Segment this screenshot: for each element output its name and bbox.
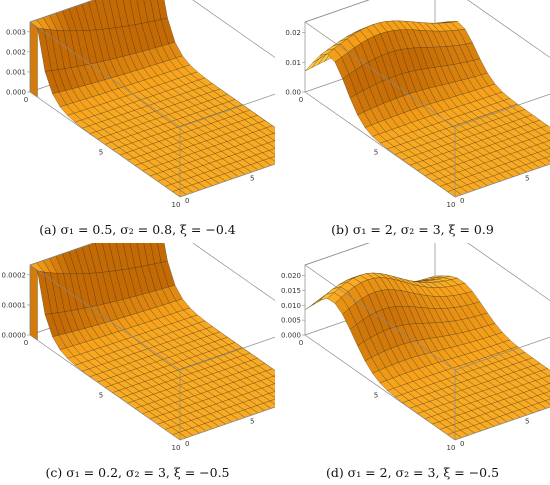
- box-front-top: [304, 0, 550, 128]
- x-tick-label: 5: [374, 392, 378, 400]
- z-tick-label: 0.0001: [2, 301, 27, 309]
- x-tick-label: 5: [99, 149, 103, 157]
- x-tick-label: 5: [99, 392, 103, 400]
- box-front-bottom: [29, 334, 275, 441]
- x-tick-label: 0: [24, 96, 28, 104]
- box-front-bottom: [29, 91, 275, 198]
- surface-mesh: [304, 20, 550, 198]
- caption-d: (d) σ₁ = 2, σ₂ = 3, ξ = −0.5: [325, 465, 500, 480]
- y-tick-label: 0: [185, 440, 189, 448]
- caption-b: (b) σ₁ = 2, σ₂ = 3, ξ = 0.9: [331, 222, 494, 237]
- box-front-bottom: [304, 334, 550, 441]
- x-tick-label: 10: [447, 201, 456, 209]
- surface-patch: [269, 399, 275, 405]
- y-tick-label: 0: [460, 197, 464, 205]
- z-tick-label: 0.00: [285, 89, 301, 97]
- z-tick-label: 0.01: [285, 59, 301, 67]
- y-tick-label: 5: [250, 418, 254, 426]
- caption-c: (c) σ₁ = 0.2, σ₂ = 3, ξ = −0.5: [45, 465, 230, 480]
- box-front-top: [29, 243, 275, 371]
- surface-mesh: [304, 272, 550, 441]
- y-tick-label: 5: [525, 175, 529, 183]
- z-tick-label: 0.02: [285, 29, 301, 37]
- y-tick-label: 0: [185, 197, 189, 205]
- surface-mesh: [29, 243, 275, 441]
- plot-group: 0.000.010.0205100510: [285, 0, 550, 209]
- x-tick-label: 0: [24, 339, 28, 347]
- z-tick-label: 0.000: [281, 332, 301, 340]
- surface-mesh: [29, 0, 275, 198]
- y-tick-label: 0: [460, 440, 464, 448]
- z-tick-label: 0.000: [6, 89, 26, 97]
- y-tick-label: 5: [250, 175, 254, 183]
- panel-b: 0.000.010.0205100510 (b) σ₁ = 2, σ₂ = 3,…: [275, 0, 550, 242]
- x-tick-label: 10: [172, 444, 181, 452]
- x-tick-label: 5: [374, 149, 378, 157]
- x-tick-label: 0: [299, 339, 303, 347]
- surface-patch: [269, 156, 275, 162]
- z-tick-label: 0.010: [281, 302, 301, 310]
- x-tick-label: 10: [447, 444, 456, 452]
- z-tick-label: 0.015: [281, 287, 301, 295]
- x-tick-label: 0: [299, 96, 303, 104]
- x-tick-label: 10: [172, 201, 181, 209]
- y-tick-label: 5: [525, 418, 529, 426]
- wall-face: [29, 21, 38, 98]
- z-tick-label: 0.0002: [2, 271, 27, 279]
- z-tick-label: 0.002: [6, 48, 26, 56]
- caption-a: (a) σ₁ = 0.5, σ₂ = 0.8, ξ = −0.4: [39, 222, 236, 237]
- z-tick-label: 0.003: [6, 28, 26, 36]
- box-front-bottom: [304, 91, 550, 198]
- surface-patch: [544, 398, 550, 405]
- z-tick-label: 0.0000: [2, 332, 27, 340]
- wall-face: [29, 264, 38, 341]
- z-tick-label: 0.001: [6, 68, 26, 76]
- z-tick-label: 0.020: [281, 272, 301, 280]
- z-tick-label: 0.005: [281, 317, 301, 325]
- box-front-top: [304, 243, 550, 371]
- surface-plot-b: 0.000.010.0205100510: [285, 0, 550, 209]
- box-front-top: [29, 0, 275, 128]
- surface-patch: [544, 156, 550, 162]
